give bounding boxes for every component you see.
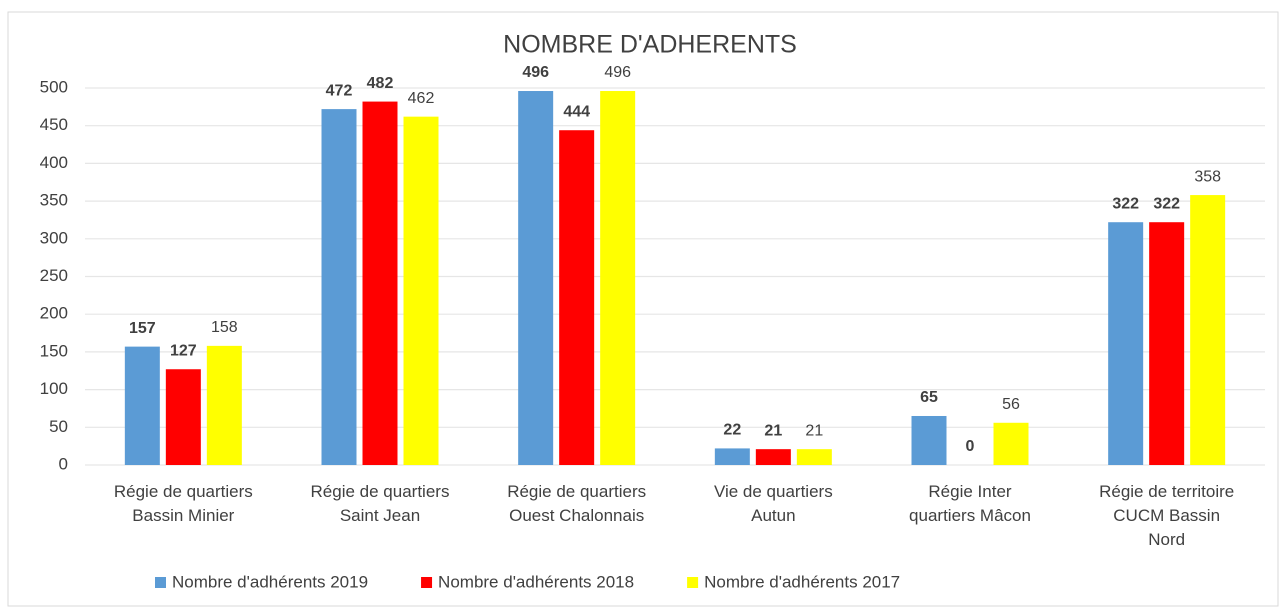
x-tick-line: Régie de territoire	[1099, 482, 1234, 501]
value-label: 21	[764, 422, 782, 439]
x-tick-label: Régie Inter quartiers Mâcon	[909, 482, 1031, 525]
legend-swatch	[421, 577, 433, 588]
bar	[714, 448, 750, 465]
legend-swatch	[155, 577, 166, 588]
value-label: 56	[1002, 396, 1020, 413]
x-tick-line: Régie de quartiers	[114, 482, 253, 501]
bar	[559, 130, 595, 465]
legend-label: Nombre d'adhérents 2018	[438, 572, 634, 591]
value-label: 0	[966, 438, 975, 455]
value-label: 462	[408, 90, 435, 107]
bar	[124, 346, 160, 465]
value-label: 21	[805, 422, 823, 439]
value-label: 482	[367, 75, 394, 92]
value-label: 496	[522, 64, 549, 81]
bar	[403, 116, 439, 465]
x-tick-line: Ouest Chalonnais	[509, 506, 644, 525]
value-label: 472	[326, 82, 353, 99]
value-label: 322	[1112, 195, 1139, 212]
value-label: 65	[920, 389, 938, 406]
y-tick-label: 150	[40, 341, 68, 360]
x-tick-label: Régie de quartiers Ouest Chalonnais	[507, 482, 646, 525]
value-label: 158	[211, 319, 238, 336]
x-tick-label: Régie de quartiers Saint Jean	[311, 482, 450, 525]
chart-title: NOMBRE D'ADHERENTS	[503, 31, 797, 59]
value-label: 322	[1153, 195, 1180, 212]
x-tick-line: Régie de quartiers	[311, 482, 450, 501]
value-label: 127	[170, 342, 197, 359]
y-tick-label: 450	[40, 115, 68, 134]
y-tick-label: 300	[40, 228, 68, 247]
y-tick-label: 50	[49, 417, 68, 436]
bar	[600, 91, 636, 466]
y-tick-label: 100	[40, 379, 68, 398]
x-tick-line: CUCM Bassin	[1113, 506, 1220, 525]
x-tick-line: quartiers Mâcon	[909, 506, 1031, 525]
x-tick-label: Vie de quartiers Autun	[714, 482, 833, 525]
bar	[362, 101, 398, 466]
bar	[755, 449, 791, 465]
value-label: 444	[563, 103, 590, 120]
x-tick-line: Vie de quartiers	[714, 482, 833, 501]
value-label: 496	[604, 64, 631, 81]
x-tick-line: Autun	[751, 506, 795, 525]
y-tick-label: 250	[40, 266, 68, 285]
bar	[165, 369, 201, 465]
x-tick-line: Régie Inter	[928, 482, 1011, 501]
x-tick-label: Régie de quartiers Bassin Minier	[114, 482, 253, 525]
legend-swatch	[687, 577, 699, 588]
bar	[518, 91, 554, 466]
bar	[1149, 222, 1185, 465]
value-label: 157	[129, 320, 156, 337]
bar	[796, 449, 832, 465]
x-tick-label: Régie de territoire CUCM Bassin Nord	[1099, 482, 1234, 549]
value-label: 358	[1194, 168, 1221, 185]
bar	[321, 109, 357, 465]
legend-label: Nombre d'adhérents 2019	[172, 572, 368, 591]
bar	[911, 415, 947, 465]
legend-label: Nombre d'adhérents 2017	[704, 572, 900, 591]
x-tick-line: Saint Jean	[340, 506, 420, 525]
value-label: 22	[723, 422, 741, 439]
chart-frame	[7, 11, 1279, 607]
x-tick-line: Nord	[1148, 530, 1185, 549]
bar	[206, 345, 242, 465]
bar	[993, 422, 1029, 465]
y-tick-label: 350	[40, 191, 68, 210]
x-tick-line: Régie de quartiers	[507, 482, 646, 501]
y-tick-label: 400	[40, 153, 68, 172]
x-tick-line: Bassin Minier	[132, 506, 234, 525]
y-tick-label: 200	[40, 304, 68, 323]
bar	[1190, 195, 1226, 465]
bar	[1108, 222, 1144, 465]
y-tick-label: 500	[40, 77, 68, 96]
y-tick-label: 0	[59, 454, 68, 473]
